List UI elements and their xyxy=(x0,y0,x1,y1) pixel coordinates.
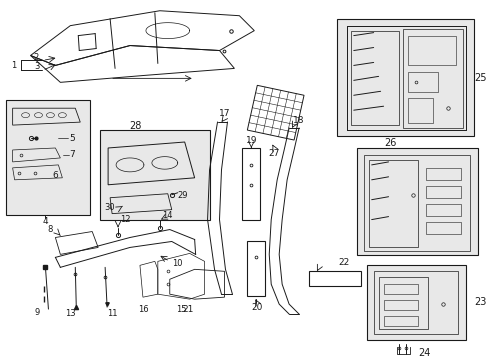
Text: 15: 15 xyxy=(176,305,186,314)
FancyBboxPatch shape xyxy=(100,130,209,220)
Text: 7: 7 xyxy=(69,150,75,159)
Text: 8: 8 xyxy=(48,225,53,234)
FancyBboxPatch shape xyxy=(6,100,90,215)
Text: 30: 30 xyxy=(104,203,115,212)
Text: 9: 9 xyxy=(35,307,40,316)
Text: 13: 13 xyxy=(65,309,76,318)
Text: 4: 4 xyxy=(42,217,48,226)
Text: 27: 27 xyxy=(268,149,279,158)
Text: 29: 29 xyxy=(177,191,187,200)
Text: 6: 6 xyxy=(52,171,58,180)
Text: 19: 19 xyxy=(245,135,257,144)
Text: 24: 24 xyxy=(418,348,430,358)
Text: 28: 28 xyxy=(128,121,141,131)
Text: 10: 10 xyxy=(172,259,183,268)
Text: 17: 17 xyxy=(218,109,230,118)
Text: 20: 20 xyxy=(251,303,263,312)
Text: 14: 14 xyxy=(162,211,173,220)
Text: 1: 1 xyxy=(11,61,16,70)
FancyBboxPatch shape xyxy=(356,148,477,255)
Text: 2: 2 xyxy=(34,53,39,62)
Text: 16: 16 xyxy=(137,305,148,314)
Text: 5: 5 xyxy=(69,134,75,143)
Text: 3: 3 xyxy=(34,62,39,71)
Text: 26: 26 xyxy=(384,138,396,148)
Text: 11: 11 xyxy=(106,309,117,318)
Text: 23: 23 xyxy=(473,297,486,307)
Text: 18: 18 xyxy=(293,116,304,125)
Text: 21: 21 xyxy=(182,305,193,314)
Text: 25: 25 xyxy=(473,73,486,84)
Text: 12: 12 xyxy=(120,215,130,224)
FancyBboxPatch shape xyxy=(366,265,465,340)
FancyBboxPatch shape xyxy=(336,19,473,136)
Text: 22: 22 xyxy=(338,258,349,267)
